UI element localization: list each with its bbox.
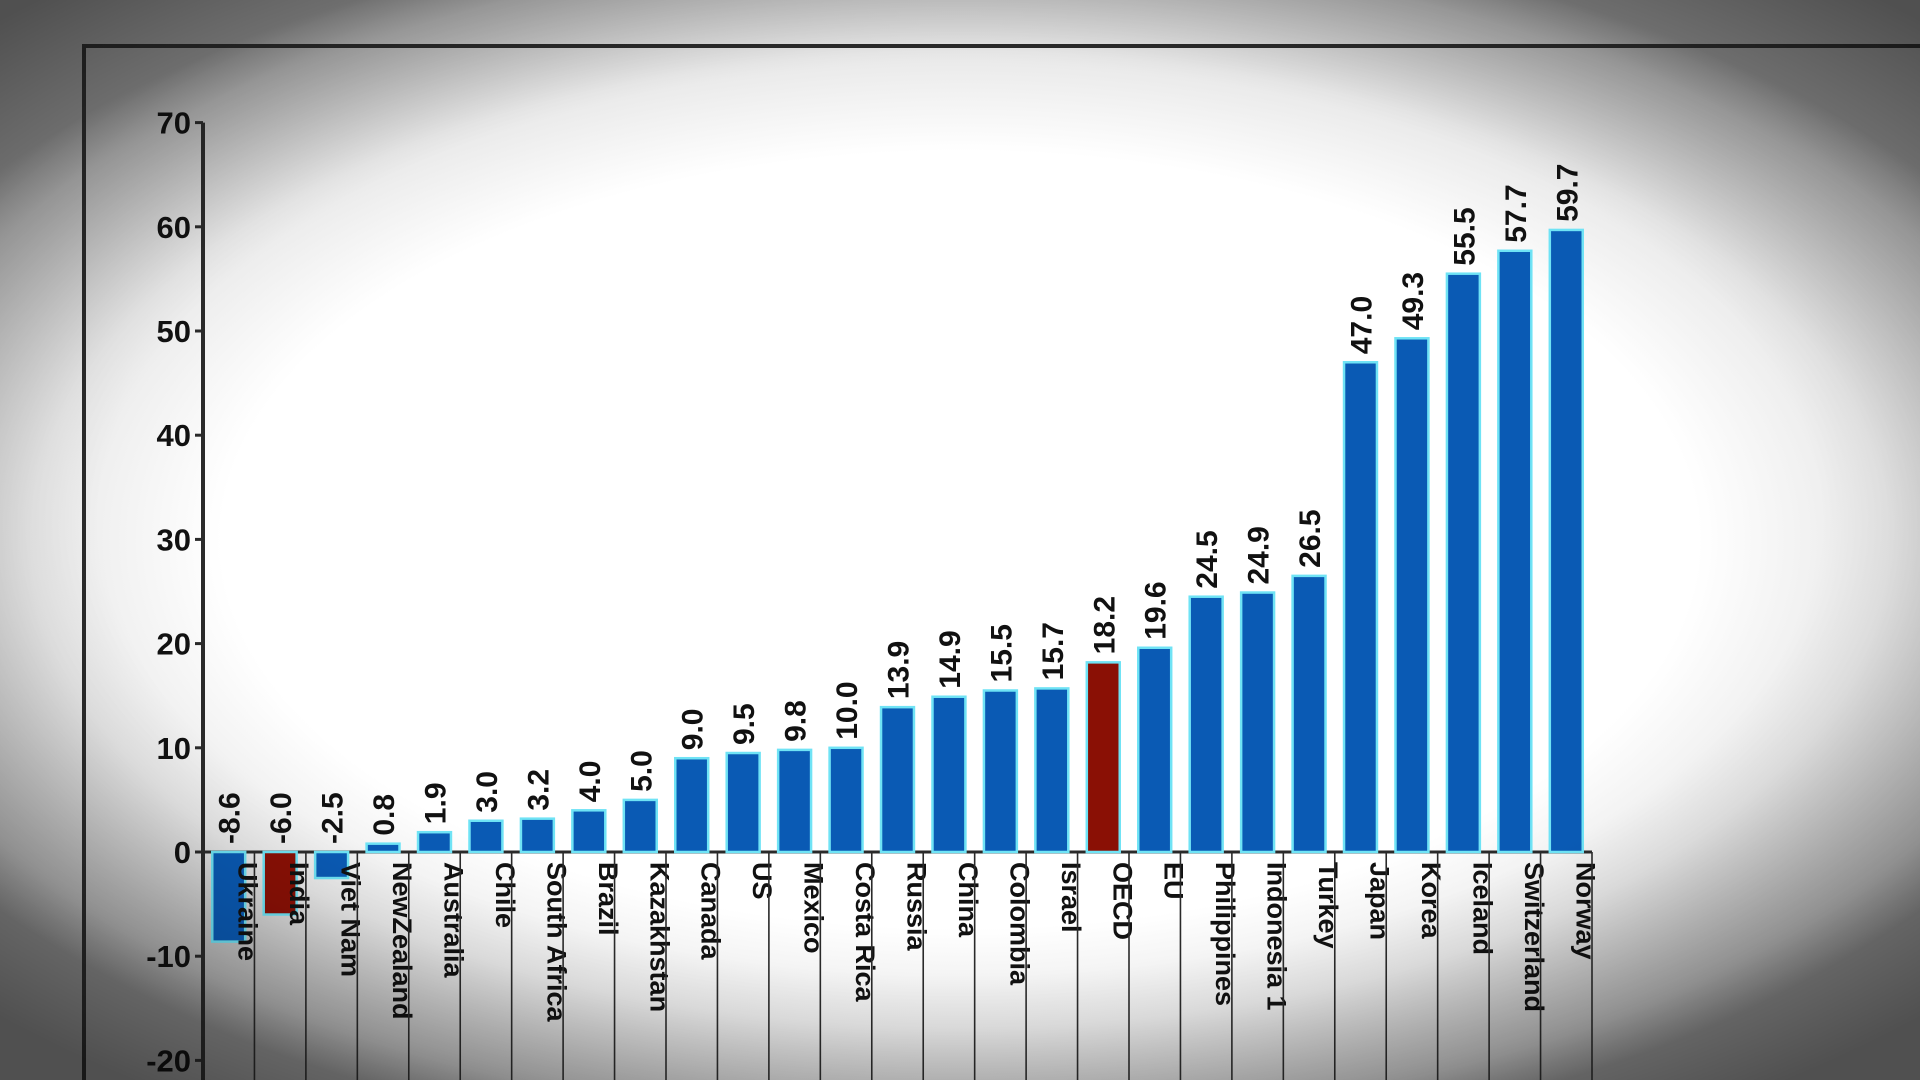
value-label: 26.5: [1294, 509, 1327, 567]
y-tick-label: 20: [157, 627, 191, 662]
bar-philippines: [1188, 595, 1224, 854]
value-label: 18.2: [1088, 596, 1121, 654]
y-tick-label: 30: [157, 522, 191, 557]
category-label: Indonesia 1: [1262, 862, 1292, 1011]
bar-brazil: [571, 809, 607, 854]
value-label: 57.7: [1500, 184, 1533, 242]
y-tick-label: 10: [157, 731, 191, 766]
category-label: Ukraine: [233, 862, 263, 961]
category-label: Viet Nam: [336, 862, 366, 977]
bar-costa-rica: [828, 746, 864, 854]
category-label: Philippines: [1210, 862, 1240, 1006]
y-tick-label: 40: [157, 418, 191, 453]
category-label: Costa Rica: [850, 862, 880, 1003]
bar-kazakhstan: [622, 798, 658, 854]
bar-japan: [1342, 361, 1379, 854]
bar-canada: [674, 756, 710, 854]
bar-colombia: [982, 689, 1019, 854]
value-label: 14.9: [934, 630, 967, 688]
category-label: Australia: [439, 862, 469, 979]
chart-frame: [82, 44, 1920, 1080]
value-label: 5.0: [625, 750, 658, 792]
category-label: Norway: [1570, 862, 1600, 960]
bar-newzealand: [365, 842, 401, 854]
category-dividers: [253, 852, 1593, 1080]
value-label: 3.2: [522, 769, 555, 811]
category-label: Chile: [490, 862, 520, 928]
category-label: South Africa: [541, 862, 571, 1022]
y-tick-label: 50: [157, 314, 191, 349]
category-label: EU: [1159, 862, 1189, 900]
bar-us: [725, 751, 761, 854]
category-label: Brazil: [593, 862, 623, 936]
value-labels: -8.6 -6.0 -2.5 0.8 1.9 3.0 3.2 4.0 5.0 9.0 9.5 9.8 1…: [214, 164, 1585, 844]
category-label: China: [953, 862, 983, 938]
category-label: Turkey: [1313, 862, 1343, 949]
bar-eu: [1137, 646, 1173, 854]
value-label: 24.9: [1243, 526, 1276, 584]
bar-australia: [416, 830, 453, 854]
y-tick-label: 60: [157, 210, 191, 245]
value-label: 10.0: [831, 681, 864, 739]
value-label: 1.9: [420, 782, 453, 824]
bar-mexico: [776, 748, 813, 854]
bar-switzerland: [1497, 249, 1533, 854]
value-label: 49.3: [1397, 272, 1430, 330]
category-label: US: [747, 862, 777, 900]
value-label: -8.6: [214, 792, 247, 844]
category-label: Russia: [902, 862, 932, 952]
bar-viet-nam: [313, 850, 350, 880]
bar-russia: [879, 705, 916, 854]
y-tick-label: 70: [157, 106, 191, 141]
value-label: 13.9: [883, 641, 916, 699]
value-label: 3.0: [471, 771, 504, 813]
category-label: OECD: [1107, 862, 1137, 940]
y-tick-label: 0: [174, 835, 191, 870]
bar-oecd: [1085, 661, 1121, 854]
category-label: Mexico: [799, 862, 829, 954]
bar-iceland: [1445, 272, 1482, 854]
category-label: Israel: [1056, 862, 1086, 933]
value-label: 24.5: [1191, 530, 1224, 588]
bar-south-africa: [519, 817, 556, 854]
value-label: 4.0: [574, 761, 607, 803]
value-label: 0.8: [368, 794, 401, 836]
value-label: -2.5: [317, 792, 350, 844]
value-label: 9.0: [677, 709, 710, 751]
value-label: 55.5: [1448, 207, 1481, 265]
bar-china: [931, 695, 967, 854]
category-label: Switzerland: [1519, 862, 1549, 1012]
bars: [211, 228, 1584, 943]
value-label: 9.5: [728, 703, 761, 745]
bar-israel: [1034, 687, 1070, 854]
category-label: India: [284, 862, 314, 926]
category-label: NewZealand: [387, 862, 417, 1020]
bar-india: [262, 850, 298, 916]
value-label: 59.7: [1551, 164, 1584, 222]
bar-norway: [1548, 228, 1584, 854]
value-label: -6.0: [265, 792, 298, 844]
value-label: 9.8: [780, 700, 813, 742]
value-label: 19.6: [1140, 581, 1173, 639]
y-tick-label: -20: [146, 1043, 191, 1078]
y-tick-label: -10: [146, 939, 191, 974]
bar-turkey: [1291, 574, 1327, 854]
value-label: 15.5: [985, 624, 1018, 682]
category-labels: Ukraine India Viet Nam NewZealand Australia C…: [233, 862, 1601, 1022]
bar-indonesia-1: [1239, 591, 1276, 854]
bar-korea: [1394, 337, 1430, 854]
category-label: Kazakhstan: [644, 862, 674, 1012]
category-label: Iceland: [1467, 862, 1497, 955]
value-label: 15.7: [1037, 622, 1070, 680]
category-label: Colombia: [1004, 862, 1034, 986]
value-label: 47.0: [1346, 296, 1379, 354]
bar-chile: [468, 819, 504, 854]
bar-ukraine: [211, 850, 247, 943]
category-label: Canada: [696, 862, 726, 961]
category-label: Korea: [1416, 862, 1446, 940]
category-label: Japan: [1365, 862, 1395, 940]
